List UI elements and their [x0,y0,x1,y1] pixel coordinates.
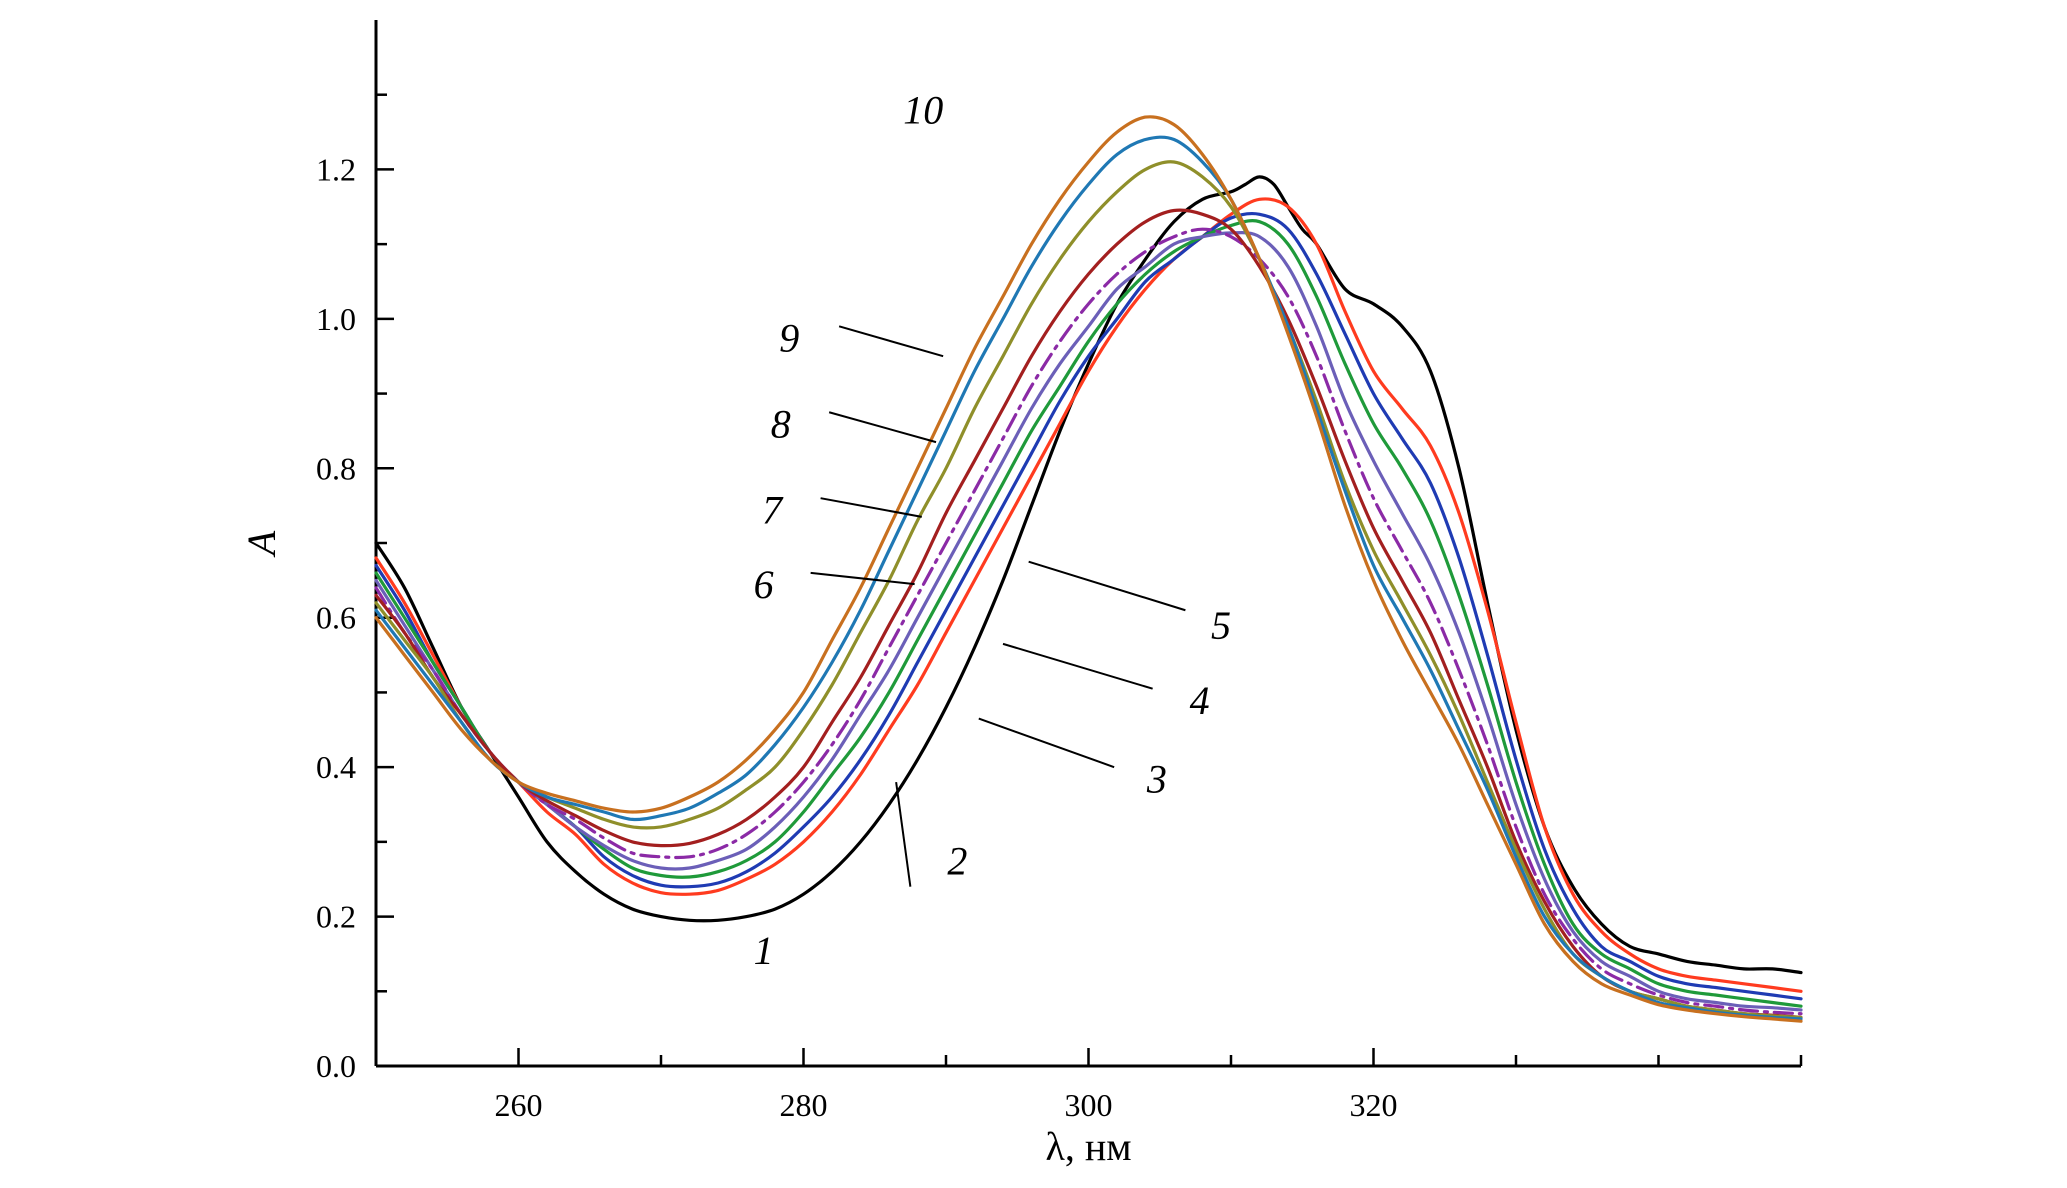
curve-label-7: 7 [762,487,784,532]
axes-layer: 260 280 300 320 0.0 0.2 0.4 0.6 0.8 1.0 1.2 [316,20,1803,1123]
y-tick-label: 1.2 [316,151,356,187]
curve-label-9: 9 [779,316,799,361]
curve-label-1: 1 [754,928,774,973]
curve-label-5: 5 [1211,603,1231,648]
series-line-5 [374,231,1803,1012]
x-tick-label: 320 [1350,1087,1398,1123]
curve-label-8: 8 [771,401,791,446]
curve-labels-layer: 1 2 345 6 7 8 9 10 [754,88,1231,974]
series-line-1 [374,175,1803,975]
series-line-3 [374,211,1803,1001]
series-line-8 [374,160,1803,1019]
leaders-layer [810,325,1186,887]
leader-line-4 [1002,642,1153,690]
leader-line-3 [978,717,1115,769]
series-line-6 [374,227,1803,1016]
y-axis-title: A [239,530,284,558]
leader-line-8 [828,411,937,444]
series-line-10 [374,115,1803,1023]
leader-line-6 [810,571,915,586]
y-tick-label: 0.8 [316,450,356,486]
leader-line-2 [895,781,912,887]
x-axis-title: λ, нм [1045,1124,1131,1169]
y-tick-label: 0.0 [316,1048,356,1084]
y-tick-label: 0.4 [316,749,356,785]
series-line-2 [374,197,1803,993]
leader-line-7 [820,497,922,518]
curve-label-2: 2 [947,839,967,884]
leader-line-5 [1028,560,1186,612]
series-line-9 [374,135,1803,1021]
curve-label-4: 4 [1190,678,1210,723]
x-tick-label: 300 [1065,1087,1113,1123]
x-tick-label: 260 [495,1087,543,1123]
y-tick-label: 0.6 [316,600,356,636]
curve-label-3: 3 [1146,756,1167,801]
curve-label-6: 6 [754,562,774,607]
series-line-7 [374,208,1803,1019]
x-tick-label: 280 [780,1087,828,1123]
y-tick-label: 0.2 [316,899,356,935]
curve-label-10: 10 [903,88,943,133]
series-layer [374,115,1803,1023]
y-tick-label: 1.0 [316,301,356,337]
series-line-4 [374,219,1803,1008]
leader-line-9 [838,325,944,358]
